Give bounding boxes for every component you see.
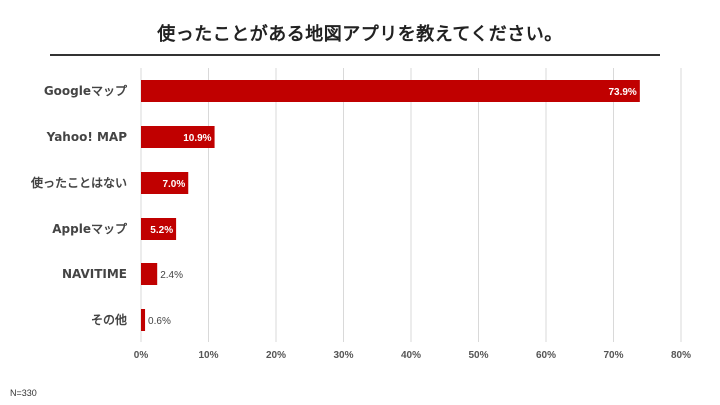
x-tick-label: 10% [198, 350, 218, 361]
bars [141, 80, 640, 331]
x-tick-label: 20% [266, 350, 286, 361]
category-label: Googleマップ [44, 83, 128, 98]
category-label: NAVITIME [62, 267, 127, 281]
grid-lines [140, 68, 682, 342]
bar [141, 126, 215, 148]
bar [141, 80, 640, 102]
bar [141, 309, 146, 331]
category-label: 使ったことはない [30, 175, 127, 190]
sample-size-note: N=330 [10, 388, 37, 398]
value-label: 73.9% [608, 87, 636, 98]
x-tick-label: 70% [603, 350, 623, 361]
value-label: 10.9% [183, 133, 211, 144]
value-label: 0.6% [148, 316, 171, 327]
category-label: Yahoo! MAP [46, 130, 128, 144]
bar [141, 263, 158, 285]
value-label: 2.4% [160, 270, 183, 281]
category-label: その他 [91, 312, 127, 327]
x-tick-label: 50% [468, 350, 488, 361]
value-label: 7.0% [162, 179, 185, 190]
x-tick-label: 40% [401, 350, 421, 361]
category-labels: Googleマップ Yahoo! MAP 使ったことはない Appleマップ NAVIT… [30, 83, 128, 327]
x-tick-label: 80% [671, 350, 691, 361]
value-label: 5.2% [150, 225, 173, 236]
bar [141, 172, 189, 194]
title-underline [50, 54, 660, 56]
chart-title: 使ったことがある地図アプリを教えてください。 [157, 24, 563, 45]
bar [141, 218, 177, 240]
x-tick-label: 60% [536, 350, 556, 361]
x-tick-label: 30% [333, 350, 353, 361]
category-label: Appleマップ [52, 221, 128, 236]
tick-labels: 0% 10% 20% 30% 40% 50% 60% 70% 80% [134, 350, 691, 361]
value-labels: 73.9% 10.9% 7.0% 5.2% 2.4% 0.6% [148, 87, 637, 327]
x-tick-label: 0% [134, 350, 149, 361]
